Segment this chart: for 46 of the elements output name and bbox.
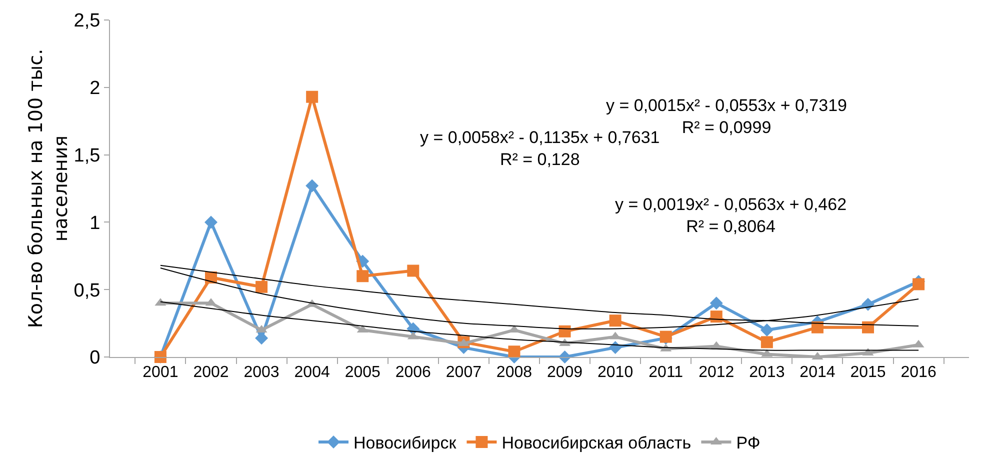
x-tick-label: 2015	[850, 364, 886, 382]
x-tick-label: 2006	[395, 364, 432, 382]
legend-label: Новосибирск	[354, 434, 457, 453]
x-tick-label: 2009	[546, 364, 583, 382]
point	[255, 332, 268, 345]
point	[558, 325, 571, 338]
x-tick-label: 2005	[344, 364, 381, 382]
point	[609, 314, 622, 327]
x-tick-label: 2016	[900, 364, 936, 382]
point	[760, 324, 774, 337]
y-tick-label: 2,5	[74, 10, 100, 32]
x-tick-label: 2014	[800, 364, 836, 382]
x-tick-label: 2012	[698, 364, 734, 382]
y-tick-label: 0,5	[74, 280, 100, 302]
point	[407, 264, 420, 277]
x-tick-label: 2001	[142, 364, 178, 382]
point	[306, 90, 318, 103]
legend-label: Новосибирская область	[502, 434, 692, 453]
x-tick-label: 2004	[294, 364, 330, 382]
point	[811, 321, 824, 334]
point	[710, 296, 723, 310]
x-tick-label: 2003	[244, 364, 280, 382]
annotation: y = 0,0019x² - 0,0563x + 0,462 R² = 0,8064	[615, 195, 847, 236]
point	[608, 341, 622, 354]
y-axis-title: Кол-во больных на 100 тыс. населения	[25, 48, 72, 328]
x-tick-label: 2007	[446, 364, 482, 382]
x-tick-label: 2011	[648, 364, 684, 382]
x-tick-label: 2013	[749, 364, 785, 382]
point	[862, 321, 874, 334]
point	[912, 278, 925, 290]
point	[256, 280, 268, 293]
point	[356, 270, 369, 282]
x-tick-label: 2008	[496, 364, 532, 382]
y-tick-label: 2	[90, 78, 100, 100]
point	[862, 298, 875, 311]
point	[306, 179, 319, 192]
point	[204, 216, 218, 229]
y-tick-label: 1	[90, 212, 100, 234]
y-tick-label: 1,5	[74, 145, 100, 166]
point	[760, 336, 773, 348]
y-tick-label: 0	[90, 348, 100, 369]
x-tick-label: 2010	[598, 364, 634, 382]
legend-label: РФ	[736, 434, 760, 453]
x-tick-label: 2002	[193, 364, 229, 382]
point	[710, 310, 722, 323]
point	[508, 346, 520, 358]
